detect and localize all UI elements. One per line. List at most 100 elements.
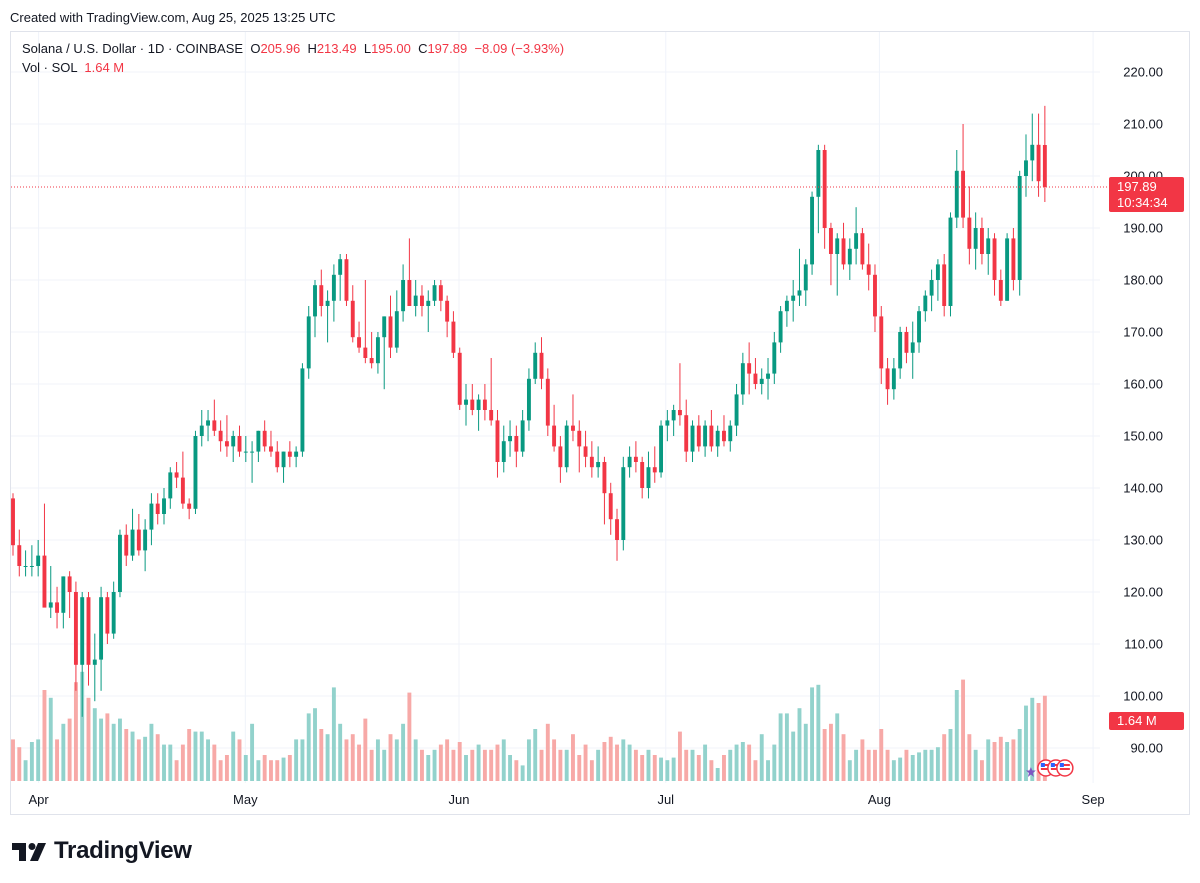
y-tick-label: 120.00: [1123, 585, 1163, 600]
candle-body: [942, 264, 947, 306]
volume-bar: [923, 749, 928, 781]
candle-body: [319, 285, 324, 306]
candle-body: [350, 300, 355, 338]
volume-bar: [514, 760, 519, 781]
volume-bar: [841, 734, 846, 781]
volume-bar: [633, 749, 638, 781]
volume-bar: [243, 755, 248, 781]
x-tick-label: May: [233, 792, 258, 807]
candle-body: [917, 311, 921, 343]
volume-bar: [92, 708, 97, 781]
event-star-icon: [1025, 767, 1036, 777]
created-with-text: Created with TradingView.com, Aug 25, 20…: [10, 10, 336, 25]
candle-body: [967, 217, 972, 249]
volume-bar: [23, 760, 28, 781]
candle-body: [92, 659, 97, 665]
candle-body: [489, 410, 494, 421]
candle-body: [55, 602, 59, 613]
flag-stripe: [1050, 768, 1061, 770]
volume-bar: [822, 729, 827, 781]
volume-bar: [879, 729, 884, 781]
candle-body: [935, 264, 940, 280]
volume-bar: [319, 729, 324, 781]
volume-bar: [61, 723, 66, 781]
candle-body: [269, 446, 273, 452]
flag-canton: [1050, 763, 1055, 767]
candle-body: [539, 352, 544, 379]
candle-body: [929, 280, 934, 296]
candle-body: [407, 280, 412, 306]
candle-body: [86, 597, 91, 665]
volume-bar: [690, 749, 695, 781]
candle-body: [772, 342, 777, 374]
volume-bar: [55, 739, 59, 781]
candle-body: [250, 451, 255, 453]
candle-body: [608, 493, 613, 520]
y-tick-label: 180.00: [1123, 273, 1163, 288]
volume-bar: [747, 744, 752, 781]
candle-body: [633, 456, 638, 462]
volume-bar: [99, 718, 104, 781]
volume-bar: [118, 718, 122, 781]
candle-body: [552, 425, 557, 447]
candle-body: [445, 300, 450, 322]
volume-bar: [180, 744, 185, 781]
y-tick-label: 100.00: [1123, 689, 1163, 704]
volume-bar: [640, 755, 645, 781]
y-tick-label: 90.00: [1130, 741, 1163, 756]
candle-body: [300, 368, 305, 452]
flag-stripe: [1059, 764, 1070, 766]
volume-bar: [86, 697, 91, 781]
volume-bar: [508, 755, 513, 781]
volume-bar: [552, 739, 557, 781]
volume-bar: [281, 757, 286, 781]
volume-bar: [722, 755, 726, 781]
volume-bar: [1011, 739, 1016, 781]
candle-body: [828, 228, 833, 254]
candle-body: [281, 451, 286, 468]
candle-body: [212, 420, 217, 431]
candle-body: [690, 425, 695, 452]
candle-body: [791, 295, 796, 301]
volume-bar: [445, 739, 450, 781]
volume-bar: [665, 760, 670, 781]
tradingview-logo-icon: [12, 843, 46, 861]
volume-bar: [73, 682, 78, 781]
volume-bar: [1030, 697, 1035, 781]
candle-body: [558, 446, 563, 468]
candle-body: [61, 576, 66, 613]
volume-bar: [193, 731, 198, 781]
candle-body: [243, 451, 248, 453]
volume-bar: [363, 718, 368, 781]
flag-stripe: [1050, 764, 1061, 766]
volume-bar: [375, 739, 380, 781]
candle-body: [986, 238, 991, 254]
tradingview-brand[interactable]: TradingView: [12, 836, 192, 866]
volume-bar: [218, 760, 223, 781]
volume-bar: [36, 739, 41, 781]
candle-body: [369, 358, 374, 364]
candle-body: [583, 446, 588, 457]
volume-bar: [671, 757, 676, 781]
volume-bar: [231, 731, 236, 781]
candle-body: [325, 300, 330, 306]
candle-body: [797, 290, 802, 296]
flag-canton: [1059, 763, 1064, 767]
volume-bar: [237, 739, 242, 781]
open-value: 205.96: [260, 41, 301, 56]
candle-body: [615, 519, 619, 540]
volume-bar: [338, 723, 343, 781]
candle-body: [495, 420, 500, 462]
candle-body: [803, 264, 808, 291]
last-volume-tag: 1.64 M: [1109, 712, 1184, 730]
candle-body: [1011, 238, 1016, 280]
candle-body: [766, 373, 770, 379]
volume-bar: [451, 749, 456, 781]
candle-body: [382, 316, 387, 338]
x-tick-label: Aug: [868, 792, 891, 807]
candle-body: [438, 285, 443, 301]
volume-bar: [407, 692, 412, 781]
tradingview-wordmark: TradingView: [54, 837, 192, 864]
candle-body: [23, 566, 28, 567]
